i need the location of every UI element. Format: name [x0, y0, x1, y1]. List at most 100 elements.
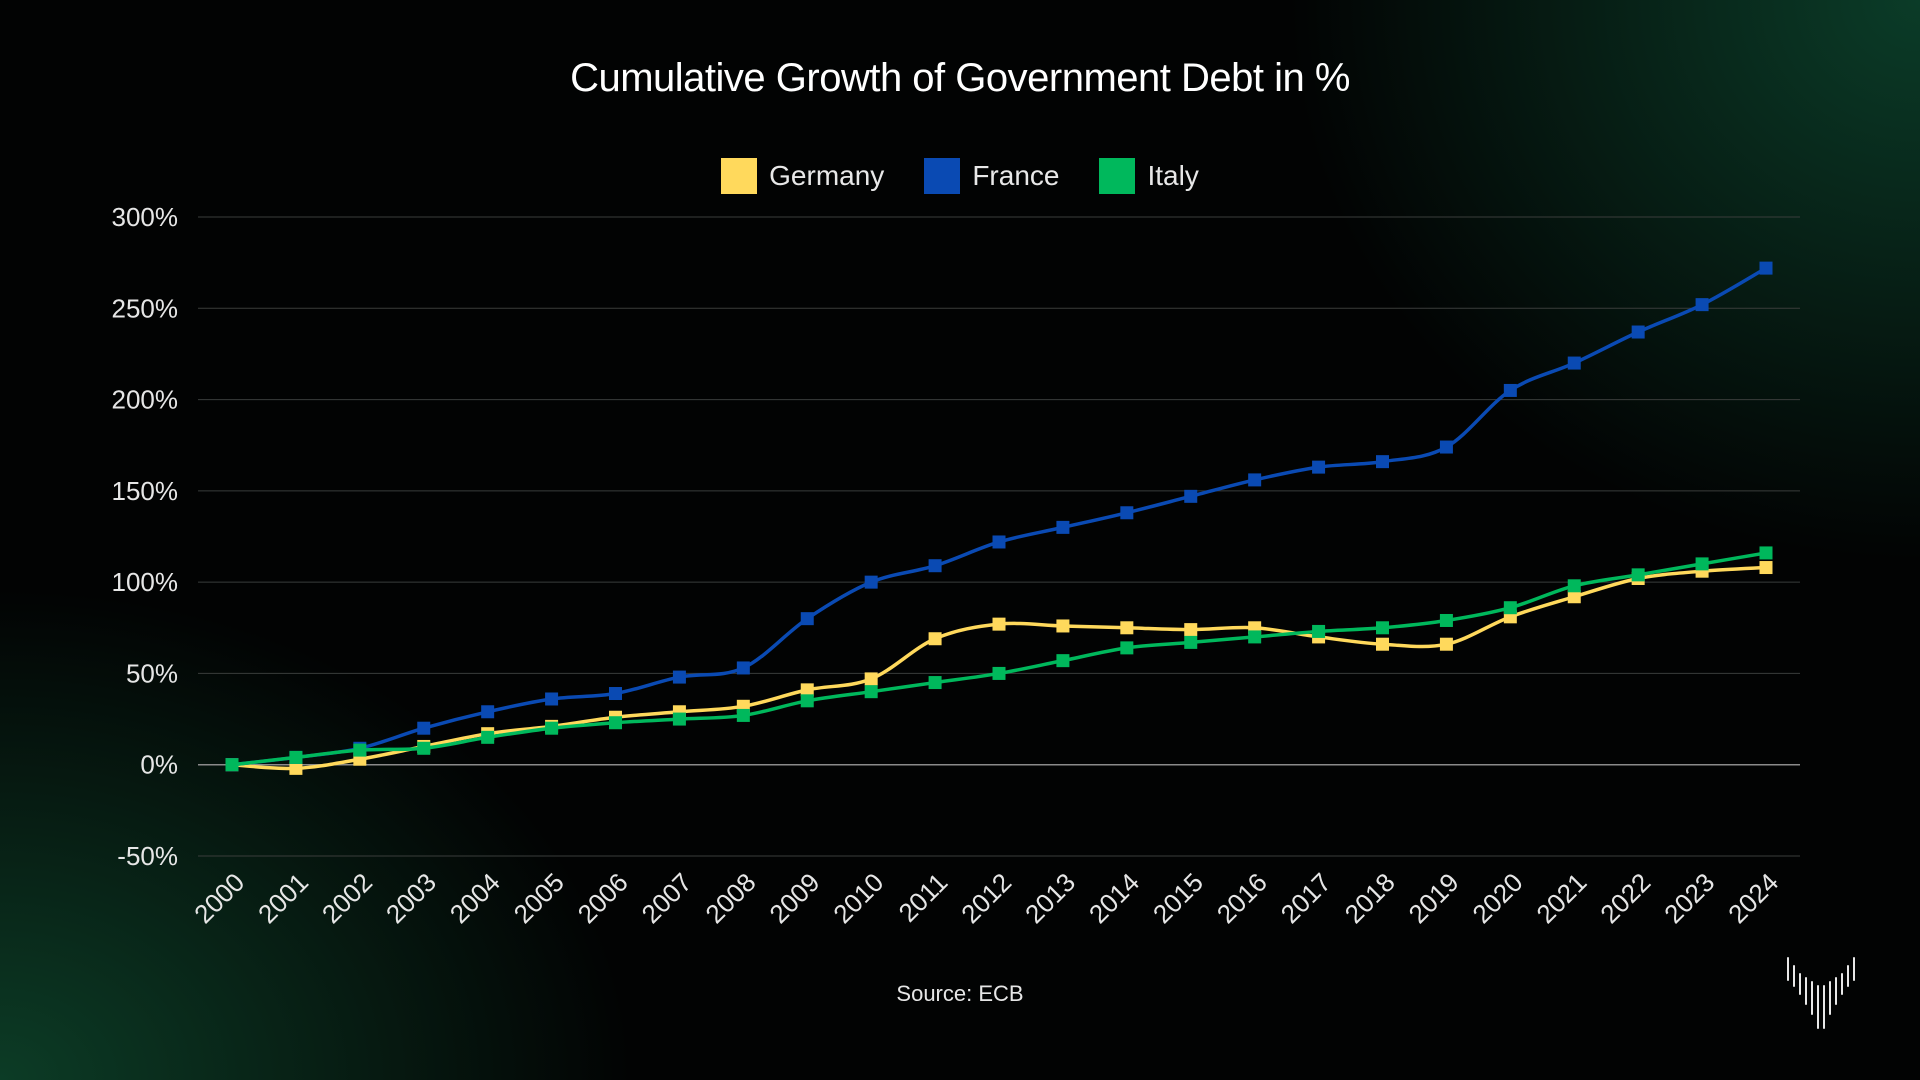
data-point-germany	[864, 672, 878, 686]
data-point-france	[1439, 440, 1453, 454]
data-point-france	[928, 559, 942, 573]
data-point-italy	[800, 694, 814, 708]
data-point-italy	[1120, 641, 1134, 655]
series-layer	[225, 261, 1773, 775]
y-tick-label: 100%	[112, 567, 179, 597]
x-tick-label: 2020	[1466, 867, 1528, 929]
data-point-france	[1184, 489, 1198, 503]
data-point-germany	[800, 683, 814, 697]
y-tick-label: 200%	[112, 385, 179, 415]
y-axis-tick-labels: -50% 0% 50% 100% 150% 200% 250% 300%	[112, 202, 179, 871]
x-tick-label: 2014	[1083, 867, 1145, 929]
data-point-italy	[481, 730, 495, 744]
chart-title: Cumulative Growth of Government Debt in …	[570, 56, 1350, 100]
data-point-france	[992, 535, 1006, 549]
series-line-italy	[230, 551, 1768, 767]
x-tick-label: 2007	[636, 867, 698, 929]
x-tick-label: 2001	[252, 867, 314, 929]
x-tick-label: 2012	[955, 867, 1017, 929]
data-point-italy	[609, 716, 622, 730]
data-point-italy	[1759, 546, 1773, 560]
y-tick-label: 0%	[140, 750, 178, 780]
grid-layer	[198, 216, 1800, 857]
y-tick-label: 250%	[112, 293, 179, 323]
data-point-italy	[1567, 579, 1581, 593]
x-tick-label: 2008	[699, 867, 761, 929]
legend-item-france[interactable]: France	[924, 158, 1059, 194]
data-point-italy	[289, 750, 303, 764]
legend-item-italy[interactable]: Italy	[1099, 158, 1199, 194]
series-france	[225, 261, 1773, 772]
legend-label-italy: Italy	[1147, 160, 1199, 191]
x-tick-label: 2004	[444, 867, 506, 929]
x-tick-label: 2017	[1275, 867, 1337, 929]
data-point-italy	[864, 685, 878, 699]
data-point-france	[1120, 506, 1134, 520]
data-point-france	[481, 705, 495, 719]
data-point-germany	[1120, 621, 1134, 635]
data-point-france	[1248, 473, 1262, 487]
x-tick-label: 2024	[1722, 867, 1784, 929]
data-point-france	[1695, 298, 1709, 312]
data-point-italy	[1184, 635, 1198, 649]
data-point-france	[736, 661, 750, 675]
data-point-france	[609, 687, 622, 701]
x-tick-label: 2015	[1147, 867, 1209, 929]
y-tick-label: 50%	[126, 658, 178, 688]
x-tick-label: 2003	[380, 867, 442, 929]
data-point-france	[1759, 261, 1773, 275]
data-point-italy	[1695, 557, 1709, 571]
x-tick-label: 2006	[572, 867, 634, 929]
x-tick-label: 2005	[508, 867, 570, 929]
data-point-france	[1503, 383, 1517, 397]
data-point-france	[1056, 520, 1070, 534]
legend-label-germany: Germany	[769, 160, 885, 191]
data-point-germany	[928, 632, 942, 646]
x-tick-label: 2009	[763, 867, 825, 929]
data-point-france	[1567, 356, 1581, 370]
x-tick-label: 2010	[827, 867, 889, 929]
y-tick-label: 150%	[112, 476, 179, 506]
series-italy	[225, 546, 1773, 772]
data-point-italy	[545, 721, 559, 735]
data-point-italy	[1439, 613, 1453, 627]
x-tick-label: 2000	[188, 867, 250, 929]
x-tick-label: 2022	[1594, 867, 1656, 929]
data-point-germany	[1759, 561, 1773, 575]
x-tick-label: 2016	[1211, 867, 1273, 929]
data-point-germany	[289, 761, 303, 775]
x-tick-label: 2011	[893, 867, 954, 928]
x-tick-label: 2021	[1530, 867, 1592, 929]
data-point-italy	[992, 666, 1006, 680]
data-point-italy	[1631, 568, 1645, 582]
data-point-france	[864, 575, 878, 589]
legend-label-france: France	[972, 160, 1060, 191]
data-point-germany	[1567, 590, 1581, 604]
chart-legend: Germany France Italy	[0, 158, 1920, 194]
data-point-italy	[417, 741, 431, 755]
data-point-italy	[928, 676, 942, 690]
data-point-germany	[1184, 623, 1198, 637]
data-point-italy	[1376, 621, 1389, 635]
data-point-france	[1631, 325, 1645, 339]
legend-swatch-germany	[721, 158, 758, 194]
data-point-italy	[1248, 630, 1262, 644]
x-tick-label: 2002	[316, 867, 378, 929]
data-point-germany	[1056, 619, 1070, 633]
legend-swatch-italy	[1099, 158, 1136, 194]
data-point-france	[1312, 460, 1326, 474]
data-point-france	[1376, 455, 1389, 469]
series-line-france	[230, 266, 1768, 767]
data-point-germany	[992, 617, 1006, 631]
data-point-italy	[736, 708, 750, 722]
data-point-italy	[1056, 654, 1070, 668]
legend-swatch-france	[924, 158, 961, 194]
x-tick-label: 2019	[1403, 867, 1465, 929]
data-point-italy	[1503, 601, 1517, 615]
data-point-france	[545, 692, 559, 706]
legend-item-germany[interactable]: Germany	[721, 158, 884, 194]
data-point-germany	[1439, 637, 1453, 651]
data-point-italy	[1312, 624, 1326, 638]
y-tick-label: 300%	[112, 202, 179, 232]
